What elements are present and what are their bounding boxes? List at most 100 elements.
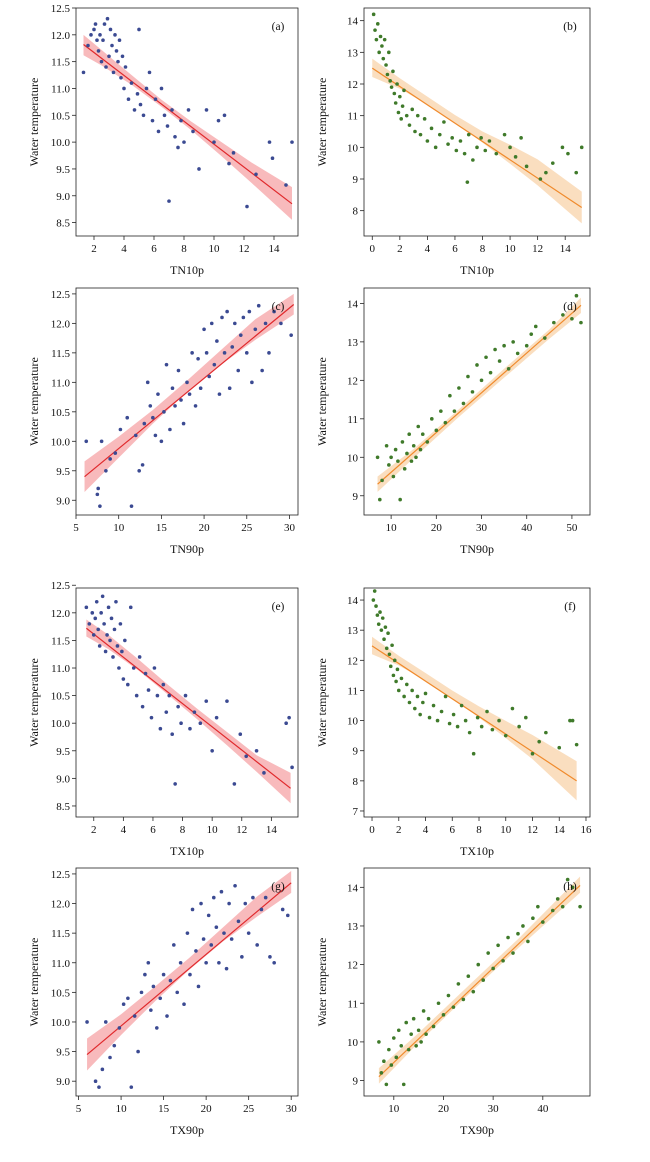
data-point <box>524 164 529 169</box>
data-point <box>227 386 232 391</box>
y-axis-title: Water temperature <box>315 938 329 1027</box>
data-point <box>407 432 412 437</box>
x-axis-title: TX10p <box>170 844 204 858</box>
data-point <box>399 1043 404 1048</box>
data-point <box>511 340 515 344</box>
data-point <box>256 303 261 308</box>
data-point <box>396 110 401 115</box>
x-tick-label: 6 <box>151 243 157 255</box>
data-point <box>382 37 387 42</box>
data-point <box>150 118 155 123</box>
data-point <box>151 984 156 989</box>
y-tick-label: 9.0 <box>56 1076 70 1088</box>
data-point <box>168 978 173 983</box>
data-point <box>451 712 456 717</box>
data-point <box>199 901 203 906</box>
y-axis-title: Water temperature <box>315 78 329 167</box>
y-tick-label: 8 <box>353 206 359 218</box>
data-point <box>475 363 479 367</box>
y-tick-label: 10 <box>347 452 359 464</box>
data-point <box>443 420 448 425</box>
confidence-band <box>372 636 577 801</box>
data-point <box>463 718 468 723</box>
data-point <box>476 962 481 967</box>
data-point <box>129 81 134 85</box>
data-point <box>404 682 409 687</box>
data-point <box>475 715 480 720</box>
panel-label: (f) <box>564 601 576 613</box>
y-tick-label: 11.5 <box>51 928 70 940</box>
data-point <box>120 649 124 654</box>
y-axis-title: Water temperature <box>27 938 41 1027</box>
panel-label: (a) <box>272 21 285 33</box>
data-point <box>391 69 395 74</box>
data-point <box>471 989 476 994</box>
y-axis-title: Water temperature <box>27 658 41 747</box>
y-tick-label: 12.0 <box>51 899 71 911</box>
y-tick-label: 12.0 <box>51 30 71 42</box>
data-point <box>377 50 381 55</box>
data-point <box>439 709 444 714</box>
chart-panel-f: 0 2 4 6 8 10 12 14 16 7 8 9 10 11 12 13 14 TX10p Water tem… <box>315 587 592 858</box>
y-tick-label: 11.0 <box>51 377 70 389</box>
data-point <box>497 718 501 723</box>
y-tick-label: 9.0 <box>56 773 70 785</box>
data-point <box>102 22 107 26</box>
data-point <box>170 732 174 737</box>
data-point <box>188 972 192 977</box>
data-point <box>209 321 214 326</box>
data-point <box>190 907 195 912</box>
data-point <box>229 937 234 941</box>
regression-line <box>83 44 293 205</box>
data-point <box>270 156 275 161</box>
data-point <box>97 644 102 648</box>
data-point <box>287 715 291 720</box>
y-tick-label: 11.5 <box>51 348 70 360</box>
data-point <box>192 710 197 714</box>
data-point <box>413 706 417 711</box>
y-tick-label: 11.0 <box>51 663 70 675</box>
data-point <box>410 688 414 693</box>
data-point <box>230 345 235 349</box>
data-point <box>153 433 158 438</box>
data-point <box>185 931 190 935</box>
x-axis-title: TN90p <box>460 542 494 556</box>
data-point <box>100 1067 105 1072</box>
y-axis-title: Water temperature <box>27 78 41 167</box>
data-point <box>254 748 259 753</box>
data-point <box>414 455 418 460</box>
data-point <box>566 151 570 156</box>
data-point <box>494 151 499 156</box>
data-point <box>501 958 505 963</box>
data-point <box>95 38 99 42</box>
data-point <box>165 124 170 128</box>
y-tick-label: 13 <box>347 921 359 933</box>
y-tick-label: 8 <box>353 776 359 788</box>
data-point <box>392 91 397 96</box>
y-tick-label: 9 <box>353 1076 359 1088</box>
data-point <box>439 409 443 413</box>
data-point <box>198 721 203 725</box>
plot-frame <box>363 587 591 818</box>
data-point <box>530 751 535 756</box>
data-point <box>402 88 406 93</box>
data-point <box>521 924 525 928</box>
data-point <box>396 688 401 693</box>
data-point <box>496 943 500 948</box>
data-point <box>416 1028 421 1033</box>
chart-panel-a: 2 4 6 8 10 12 14 8.5 9.0 9.5 10.0 10.5 11.0 11.5 12.0 1… <box>27 3 299 277</box>
x-axis-title: TN10p <box>170 263 204 277</box>
data-point <box>374 604 378 608</box>
data-point <box>259 907 264 912</box>
data-point <box>387 463 391 467</box>
y-tick-label: 12.5 <box>51 289 71 301</box>
data-point <box>503 733 508 738</box>
data-point <box>396 1028 401 1033</box>
data-point <box>227 161 231 166</box>
data-point <box>414 1043 418 1048</box>
y-tick-label: 9.5 <box>56 164 70 176</box>
data-point <box>108 638 112 643</box>
data-point <box>396 459 400 463</box>
regression-line <box>371 645 577 782</box>
data-point <box>502 132 507 137</box>
